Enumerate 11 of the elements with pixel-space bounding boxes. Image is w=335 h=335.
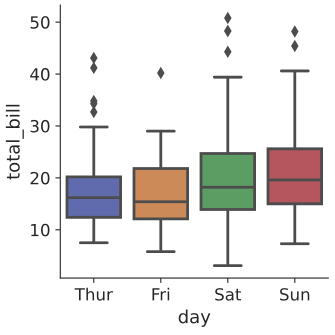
y-tick-label: 10 xyxy=(31,224,50,236)
y-tick-label: 50 xyxy=(30,16,50,29)
x-tick-label: Sat xyxy=(215,288,242,301)
y-tick-label: 40 xyxy=(30,68,50,81)
x-tick-label: Sun xyxy=(280,288,310,301)
x-tick-label: Thur xyxy=(74,288,113,301)
y-axis-title: total_bill xyxy=(6,104,24,180)
y-tick-label: 20 xyxy=(30,172,50,184)
x-tick-label: Fri xyxy=(152,288,170,300)
x-axis-title: day xyxy=(178,309,210,327)
y-tick-label: 30 xyxy=(30,120,50,133)
